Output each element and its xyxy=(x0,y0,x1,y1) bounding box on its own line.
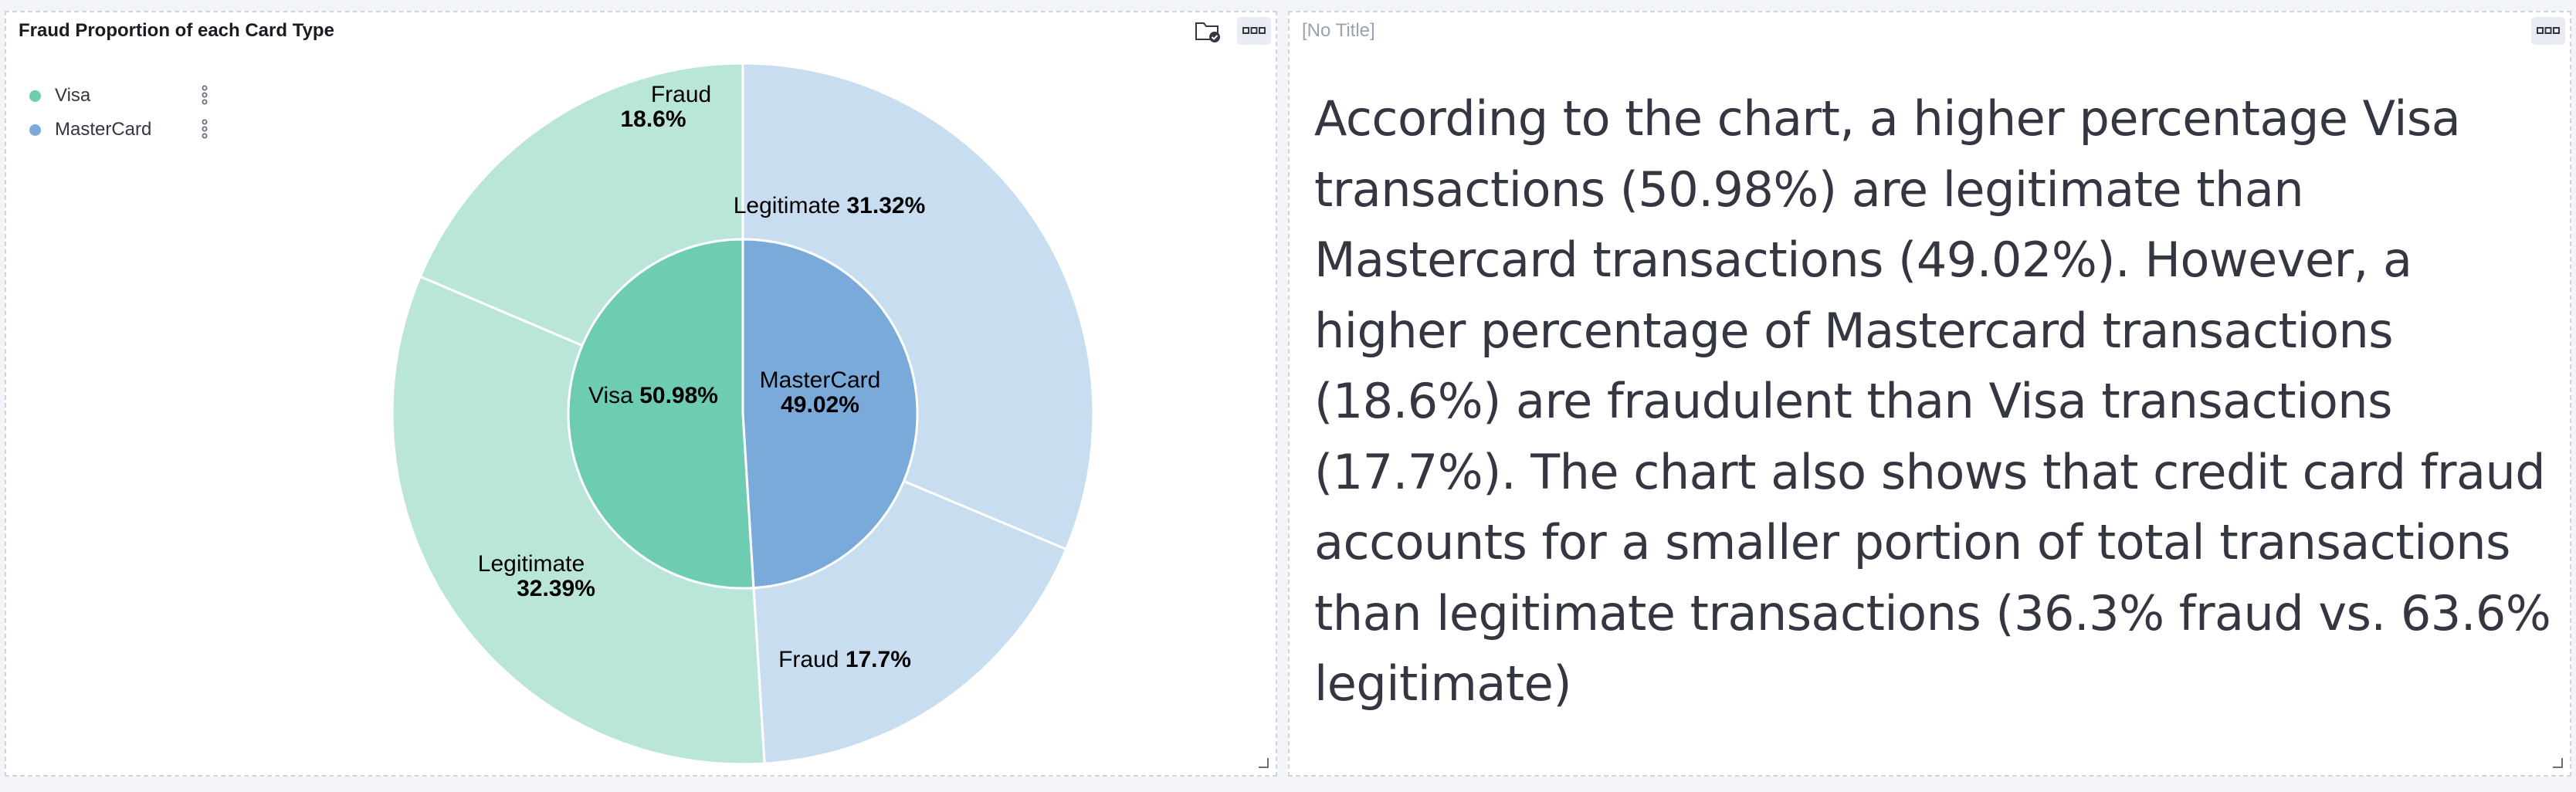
pie-slice-visa[interactable] xyxy=(567,238,755,590)
legend-label: MasterCard xyxy=(55,119,152,140)
pie-label-visa-fraud: Fraud 18.6% xyxy=(620,82,711,132)
panel-title: Fraud Proportion of each Card Type xyxy=(19,20,334,41)
donut-chart: Visa 50.98% MasterCard 49.02% Legitimate 31… xyxy=(391,62,1095,766)
kebab-menu-icon[interactable] xyxy=(201,119,208,139)
chart-legend: Visa MasterCard xyxy=(29,79,222,147)
legend-color-swatch xyxy=(29,90,41,102)
resize-handle-icon[interactable] xyxy=(2550,755,2564,769)
panel-options-button[interactable] xyxy=(1237,17,1271,45)
legend-item-mastercard[interactable]: MasterCard xyxy=(29,113,222,147)
pie-slice-mastercard[interactable] xyxy=(741,238,919,590)
panel-title: [No Title] xyxy=(1302,20,1375,41)
markdown-body: According to the chart, a higher percent… xyxy=(1314,90,2551,712)
pie-label-visa-legitimate: Legitimate 32.39% xyxy=(478,551,595,601)
pie-label-mastercard-legitimate: Legitimate 31.32% xyxy=(734,193,926,218)
chart-panel: Fraud Proportion of each Card Type xyxy=(5,11,1277,777)
panel-actions xyxy=(1191,17,1271,45)
legend-color-swatch xyxy=(29,124,41,136)
more-horizontal-icon xyxy=(1242,27,1266,34)
resize-handle-icon[interactable] xyxy=(1256,755,1269,769)
panel-options-button[interactable] xyxy=(2531,17,2565,45)
saved-folder-icon[interactable] xyxy=(1191,17,1225,45)
pie-label-mastercard: MasterCard 49.02% xyxy=(760,367,881,418)
legend-item-visa[interactable]: Visa xyxy=(29,79,222,113)
panel-actions xyxy=(2531,17,2565,45)
pie-label-visa: Visa 50.98% xyxy=(588,383,718,408)
pie-label-mastercard-fraud: Fraud 17.7% xyxy=(778,647,911,672)
more-horizontal-icon xyxy=(2537,27,2560,34)
legend-label: Visa xyxy=(55,85,91,106)
kebab-menu-icon[interactable] xyxy=(201,85,208,105)
markdown-panel: [No Title] According to the chart, a hig… xyxy=(1288,11,2571,777)
